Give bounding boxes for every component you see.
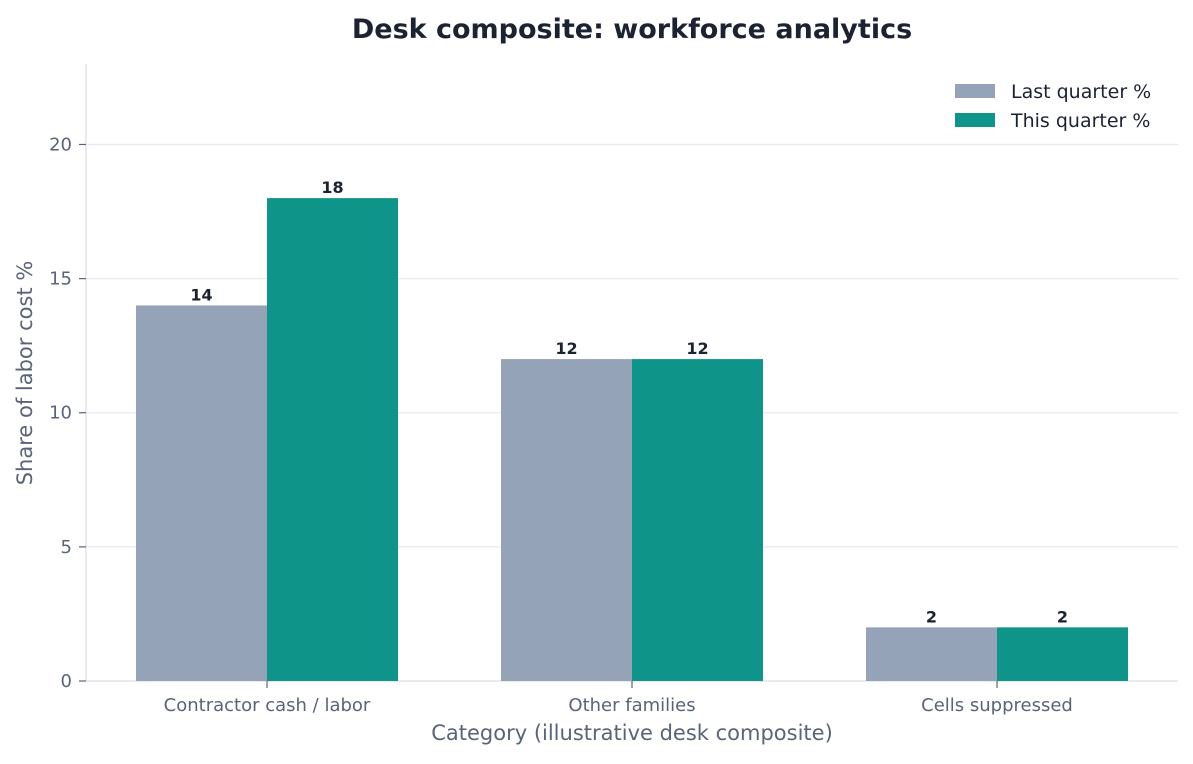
y-tick-label: 15 (49, 269, 72, 290)
bar (632, 359, 763, 681)
bar-value-label: 2 (926, 607, 937, 626)
x-tick-label: Contractor cash / labor (164, 695, 371, 716)
legend-label-this-quarter: This quarter % (1010, 110, 1150, 132)
legend-swatch-last-quarter (955, 84, 995, 98)
legend-label-last-quarter: Last quarter % (1011, 81, 1151, 103)
bar (267, 198, 398, 681)
data-labels: 14 18 12 12 2 2 (190, 178, 1068, 626)
legend: Last quarter % This quarter % (955, 81, 1151, 132)
y-ticks: 0 5 10 15 20 (49, 134, 86, 692)
bar (997, 627, 1128, 681)
bar (866, 627, 997, 681)
y-tick-label: 10 (49, 403, 72, 424)
bar-value-label: 12 (555, 339, 577, 358)
bar-value-label: 18 (321, 178, 343, 197)
x-ticks: Contractor cash / labor Other families Cel… (164, 681, 1073, 716)
chart-title: Desk composite: workforce analytics (352, 14, 912, 45)
bar (136, 305, 267, 681)
x-axis-label: Category (illustrative desk composite) (431, 721, 833, 745)
y-tick-label: 5 (61, 537, 72, 558)
y-axis-label: Share of labor cost % (13, 261, 37, 486)
x-tick-label: Other families (568, 695, 695, 716)
legend-swatch-this-quarter (955, 113, 995, 127)
x-tick-label: Cells suppressed (921, 695, 1073, 716)
bar (501, 359, 632, 681)
bars (136, 198, 1128, 681)
bar-value-label: 14 (190, 285, 212, 304)
y-tick-label: 20 (49, 134, 72, 155)
bar-value-label: 12 (686, 339, 708, 358)
bar-value-label: 2 (1057, 607, 1068, 626)
y-tick-label: 0 (61, 671, 72, 692)
